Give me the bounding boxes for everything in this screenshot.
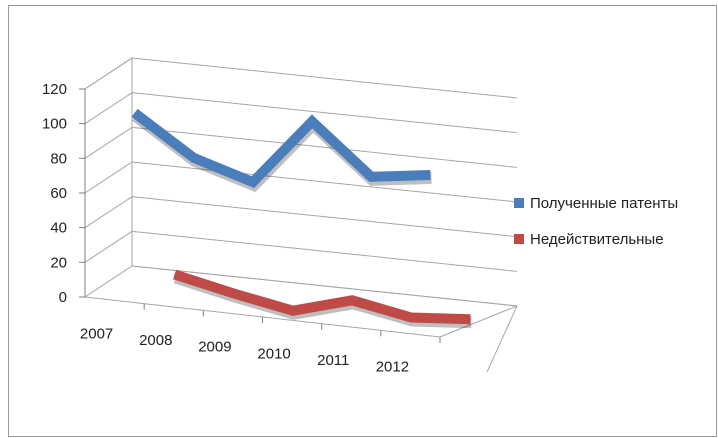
series-point: [311, 120, 313, 122]
gridline-depth: [84, 230, 133, 263]
legend-swatch: [514, 198, 524, 208]
y-tick-label: 60: [50, 185, 67, 202]
series-point: [134, 112, 136, 114]
y-tick-label: 120: [42, 81, 67, 98]
legend-label: Полученные патенты: [530, 195, 678, 212]
gridline-depth: [84, 196, 133, 229]
series-line: [131, 108, 431, 189]
x-tick-label: 2010: [257, 345, 290, 362]
x-tick-label: 2008: [139, 332, 172, 349]
series-point: [469, 318, 471, 320]
series-point: [292, 310, 294, 312]
y-tick-label: 40: [50, 220, 67, 237]
series-point: [252, 181, 254, 183]
gridlines: [84, 57, 518, 307]
floor-right-edge: [486, 305, 518, 373]
left-wall: [84, 57, 133, 266]
x-tick-label: 2009: [198, 339, 231, 356]
gridline: [131, 126, 518, 168]
gridline-depth: [84, 57, 133, 90]
series-2: [173, 269, 472, 329]
gridline: [131, 161, 518, 203]
x-tick-label: 2007: [80, 325, 113, 342]
series-point: [233, 292, 235, 294]
legend-swatch: [514, 234, 524, 244]
gridline-depth: [84, 126, 133, 159]
gridline-depth: [84, 265, 133, 298]
series-1: [131, 108, 432, 193]
y-tick-label: 100: [42, 116, 67, 133]
series-point: [174, 273, 176, 275]
legend: Полученные патенты Недействительные: [514, 195, 678, 248]
y-tick-label: 20: [50, 254, 67, 271]
gridline: [131, 265, 518, 307]
series-group: [131, 108, 472, 329]
series-point: [193, 157, 195, 159]
series-point: [410, 317, 412, 319]
x-tick-label: 2012: [376, 359, 409, 376]
gridline-depth: [84, 92, 133, 125]
y-axis-ticks: 0 20 40 60 80 100 120: [42, 81, 86, 306]
gridline-depth: [84, 161, 133, 194]
series-line: [173, 269, 471, 325]
x-tick-label: 2011: [317, 352, 349, 369]
y-tick-label: 0: [59, 289, 67, 306]
gridline: [131, 196, 518, 238]
series-point: [370, 176, 372, 178]
x-axis-ticks: 2007 2008 2009 2010 2011 2012: [80, 303, 441, 376]
gridline: [131, 92, 518, 134]
series-point: [429, 174, 431, 176]
gridline: [131, 57, 518, 99]
legend-label: Недействительные: [530, 231, 664, 248]
gridline: [131, 230, 518, 272]
y-tick-label: 80: [50, 150, 67, 167]
series-point: [351, 299, 353, 301]
